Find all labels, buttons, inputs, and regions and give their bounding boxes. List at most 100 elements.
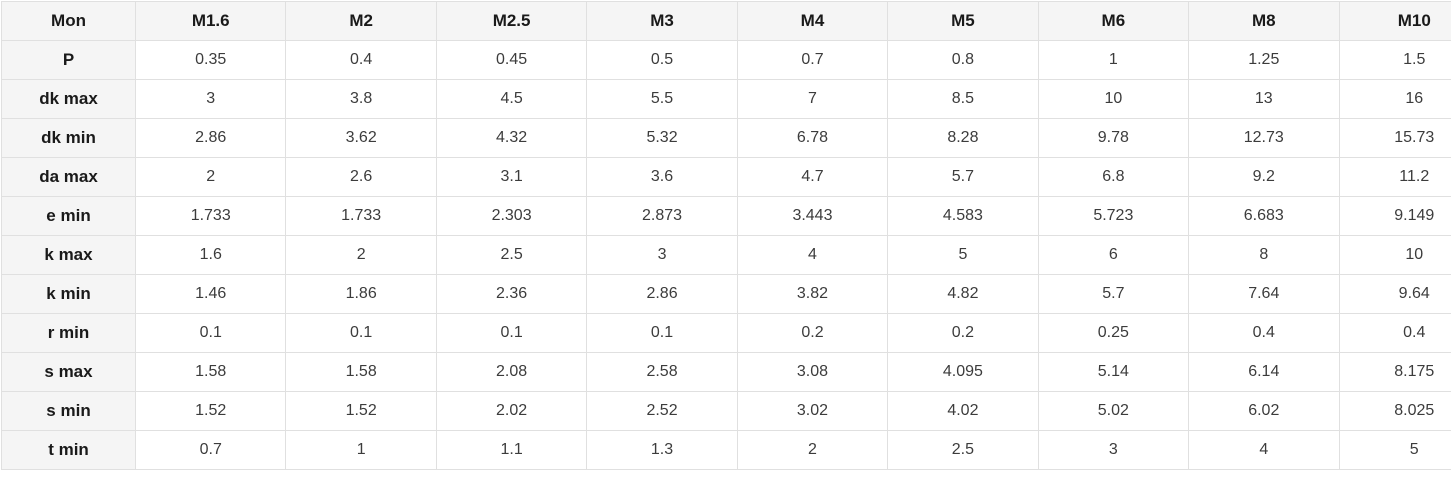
table-cell: 2.5 xyxy=(887,430,1039,470)
table-row: s max 1.58 1.58 2.08 2.58 3.08 4.095 5.14 6.14 8.… xyxy=(1,352,1451,392)
table-cell: 4.02 xyxy=(887,391,1039,431)
table-cell: 5.723 xyxy=(1037,196,1190,236)
table-cell: 0.2 xyxy=(887,313,1039,353)
table-cell: 5 xyxy=(887,235,1039,275)
table-cell: 0.1 xyxy=(435,313,588,353)
table-cell: 2.36 xyxy=(435,274,588,314)
table-cell: 8.175 xyxy=(1338,352,1451,392)
table-cell: 0.25 xyxy=(1037,313,1190,353)
column-header: M2 xyxy=(285,1,437,41)
table-cell: 1.733 xyxy=(134,196,287,236)
table-row: s min 1.52 1.52 2.02 2.52 3.02 4.02 5.02 6.02 8.0… xyxy=(1,391,1451,431)
table-cell: 3.443 xyxy=(736,196,889,236)
table-cell: 5.7 xyxy=(887,157,1039,197)
table-row: P 0.35 0.4 0.45 0.5 0.7 0.8 1 1.25 1.5 xyxy=(1,40,1451,80)
table-cell: 10 xyxy=(1338,235,1451,275)
table-cell: 4.583 xyxy=(887,196,1039,236)
column-header: M2.5 xyxy=(435,1,588,41)
table-cell: 1.5 xyxy=(1338,40,1451,80)
table-cell: 0.8 xyxy=(887,40,1039,80)
table-cell: 6.78 xyxy=(736,118,889,158)
table-cell: 3.6 xyxy=(586,157,738,197)
table-cell: 1.25 xyxy=(1188,40,1340,80)
table-cell: 8.025 xyxy=(1338,391,1451,431)
table-cell: 2.303 xyxy=(435,196,588,236)
table-cell: 0.4 xyxy=(1338,313,1451,353)
table-cell: 9.2 xyxy=(1188,157,1340,197)
table-cell: 3.08 xyxy=(736,352,889,392)
table-cell: 0.5 xyxy=(586,40,738,80)
table-cell: 1.733 xyxy=(285,196,437,236)
table-cell: 4 xyxy=(736,235,889,275)
table-cell: 3.62 xyxy=(285,118,437,158)
table-cell: 2.5 xyxy=(435,235,588,275)
table-cell: 6.02 xyxy=(1188,391,1340,431)
row-label: e min xyxy=(1,196,136,236)
table-cell: 1.58 xyxy=(285,352,437,392)
table-cell: 0.1 xyxy=(134,313,287,353)
table-cell: 1.58 xyxy=(134,352,287,392)
table-body: P 0.35 0.4 0.45 0.5 0.7 0.8 1 1.25 1.5 dk max 3 3.8 4… xyxy=(1,40,1451,470)
table-cell: 4.82 xyxy=(887,274,1039,314)
table-row: da max 2 2.6 3.1 3.6 4.7 5.7 6.8 9.2 11.2 xyxy=(1,157,1451,197)
table-cell: 1.6 xyxy=(134,235,287,275)
table-cell: 5.14 xyxy=(1037,352,1190,392)
table-cell: 5 xyxy=(1338,430,1451,470)
table-cell: 2 xyxy=(736,430,889,470)
row-label: t min xyxy=(1,430,136,470)
table-row: k max 1.6 2 2.5 3 4 5 6 8 10 xyxy=(1,235,1451,275)
table-cell: 5.7 xyxy=(1037,274,1190,314)
table-cell: 7 xyxy=(736,79,889,119)
row-label: r min xyxy=(1,313,136,353)
table-cell: 6.683 xyxy=(1188,196,1340,236)
column-header: M10 xyxy=(1338,1,1451,41)
table-row: e min 1.733 1.733 2.303 2.873 3.443 4.583 5.723… xyxy=(1,196,1451,236)
row-label: P xyxy=(1,40,136,80)
table-cell: 1 xyxy=(1037,40,1190,80)
corner-header: Mon xyxy=(1,1,136,41)
row-label: k max xyxy=(1,235,136,275)
table-cell: 6.8 xyxy=(1037,157,1190,197)
table-row: dk min 2.86 3.62 4.32 5.32 6.78 8.28 9.78 12.73 1… xyxy=(1,118,1451,158)
table-cell: 0.45 xyxy=(435,40,588,80)
table-cell: 5.5 xyxy=(586,79,738,119)
table-cell: 0.35 xyxy=(134,40,287,80)
table-cell: 9.149 xyxy=(1338,196,1451,236)
column-header: M8 xyxy=(1188,1,1340,41)
table-cell: 0.2 xyxy=(736,313,889,353)
table-cell: 0.7 xyxy=(134,430,287,470)
table-cell: 12.73 xyxy=(1188,118,1340,158)
table-cell: 4 xyxy=(1188,430,1340,470)
table-cell: 0.1 xyxy=(586,313,738,353)
table-cell: 0.7 xyxy=(736,40,889,80)
table-cell: 2.86 xyxy=(586,274,738,314)
table-cell: 1.3 xyxy=(586,430,738,470)
table-cell: 8.5 xyxy=(887,79,1039,119)
table-cell: 5.32 xyxy=(586,118,738,158)
table-cell: 2.08 xyxy=(435,352,588,392)
table-cell: 2.6 xyxy=(285,157,437,197)
table-row: r min 0.1 0.1 0.1 0.1 0.2 0.2 0.25 0.4 0.4 xyxy=(1,313,1451,353)
row-label: dk max xyxy=(1,79,136,119)
table-cell: 4.7 xyxy=(736,157,889,197)
table-cell: 4.32 xyxy=(435,118,588,158)
table-cell: 2.52 xyxy=(586,391,738,431)
table-cell: 2.02 xyxy=(435,391,588,431)
row-label: dk min xyxy=(1,118,136,158)
table-cell: 3 xyxy=(1037,430,1190,470)
table-cell: 8.28 xyxy=(887,118,1039,158)
table-cell: 0.1 xyxy=(285,313,437,353)
table-cell: 15.73 xyxy=(1338,118,1451,158)
table-cell: 13 xyxy=(1188,79,1340,119)
column-header: M3 xyxy=(586,1,738,41)
table-cell: 5.02 xyxy=(1037,391,1190,431)
header-row: Mon M1.6 M2 M2.5 M3 M4 M5 M6 M8 M10 xyxy=(1,1,1451,41)
table-cell: 2.873 xyxy=(586,196,738,236)
table-cell: 4.5 xyxy=(435,79,588,119)
row-label: s max xyxy=(1,352,136,392)
table-cell: 10 xyxy=(1037,79,1190,119)
table-cell: 3 xyxy=(134,79,287,119)
column-header: M4 xyxy=(736,1,889,41)
table-cell: 11.2 xyxy=(1338,157,1451,197)
table-cell: 3.8 xyxy=(285,79,437,119)
